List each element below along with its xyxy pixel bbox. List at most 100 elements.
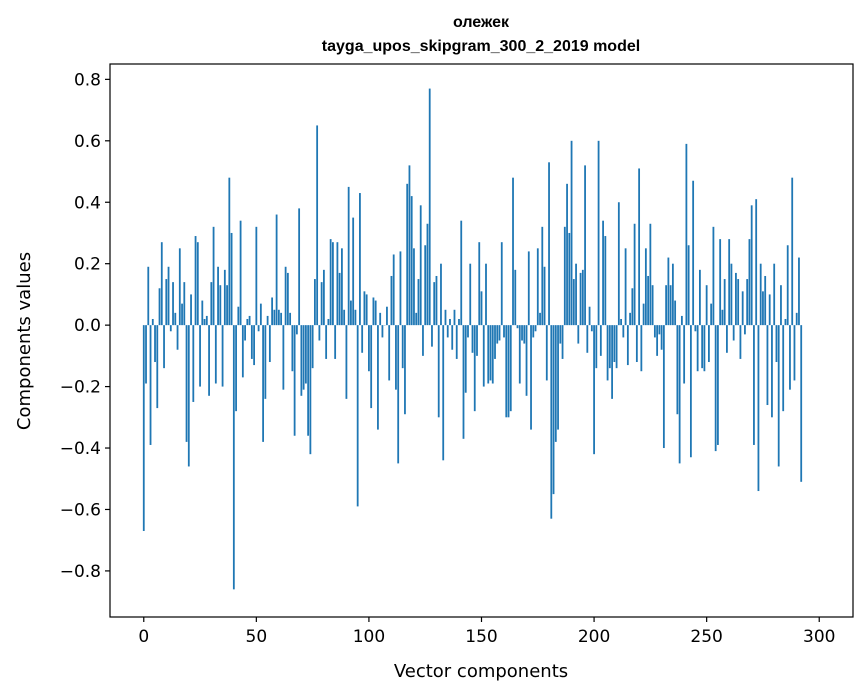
bar: [798, 257, 800, 326]
bar: [687, 245, 690, 326]
bar: [167, 266, 170, 326]
bar: [496, 325, 499, 344]
bar: [505, 325, 508, 418]
bar: [169, 325, 172, 332]
bar: [530, 325, 532, 430]
bar: [613, 325, 616, 363]
bar: [762, 291, 764, 326]
bar: [451, 325, 454, 350]
bar: [338, 272, 341, 326]
bar: [264, 325, 267, 399]
bar: [667, 257, 670, 326]
x-axis-ticks: 0 50 100 150 200 250 300: [138, 617, 835, 647]
bar: [712, 226, 715, 326]
x-tick-label: 250: [690, 627, 722, 647]
bar: [388, 325, 391, 381]
bars-group: [142, 88, 803, 590]
bar: [554, 325, 557, 442]
bar: [620, 318, 622, 326]
bar: [471, 325, 474, 353]
bar: [611, 325, 613, 399]
bar: [286, 272, 289, 326]
bar: [523, 325, 526, 344]
bar: [208, 325, 210, 396]
bar: [671, 263, 674, 326]
bar: [183, 282, 186, 326]
bar: [341, 248, 343, 326]
bar: [723, 279, 726, 326]
bar: [656, 325, 659, 356]
bar: [390, 275, 393, 326]
bar: [473, 325, 476, 412]
bar: [237, 306, 240, 326]
chart-subtitle: tayga_upos_skipgram_300_2_2019 model: [322, 38, 640, 55]
bar: [356, 325, 359, 507]
bar: [775, 325, 778, 363]
bar: [480, 291, 483, 326]
bar: [509, 325, 512, 412]
bar: [392, 254, 395, 326]
bar: [154, 325, 156, 363]
bar: [577, 325, 580, 344]
bar: [219, 285, 222, 326]
bar: [536, 248, 539, 326]
bar: [579, 272, 582, 326]
bar: [426, 223, 429, 326]
bar: [521, 325, 523, 341]
bar: [753, 325, 755, 445]
bar: [401, 325, 404, 369]
bar: [800, 325, 803, 482]
bar: [599, 325, 602, 356]
y-tick-label: 0.4: [74, 193, 101, 213]
bar: [694, 325, 697, 332]
bar: [782, 325, 785, 412]
bar: [739, 325, 742, 359]
bar: [311, 325, 314, 369]
bar: [696, 325, 699, 372]
bar: [359, 193, 361, 326]
bar: [322, 269, 325, 326]
bar: [793, 325, 796, 381]
bar: [437, 325, 440, 418]
bar: [214, 325, 217, 384]
bar: [737, 279, 740, 326]
bar: [644, 248, 647, 326]
bar: [755, 199, 758, 326]
bar: [777, 325, 780, 467]
bar: [789, 325, 791, 390]
bar: [548, 162, 550, 326]
bar: [327, 318, 330, 326]
x-tick-label: 0: [138, 627, 149, 647]
bar: [332, 242, 334, 326]
bar: [701, 325, 704, 369]
bar: [246, 318, 249, 326]
bar: [244, 325, 246, 341]
bar: [228, 177, 231, 326]
bar: [185, 325, 188, 442]
bar: [649, 223, 652, 326]
bar: [741, 291, 744, 326]
bar: [250, 325, 253, 359]
bar: [199, 325, 201, 387]
bar: [622, 325, 625, 338]
bar: [304, 325, 307, 384]
bar: [750, 205, 753, 326]
bar: [735, 272, 737, 326]
bar: [440, 263, 442, 326]
bar: [408, 165, 411, 326]
bar: [255, 226, 258, 326]
bar: [503, 325, 505, 338]
bar: [145, 325, 147, 384]
bar: [196, 242, 199, 326]
bar: [377, 325, 379, 430]
bar: [460, 220, 463, 326]
bar: [575, 263, 577, 326]
bar: [717, 325, 719, 445]
bar: [563, 226, 566, 326]
bar: [518, 325, 521, 384]
bar: [271, 297, 274, 326]
bar: [708, 325, 710, 363]
bar: [284, 266, 287, 326]
bar: [584, 165, 586, 326]
bar: [527, 251, 530, 326]
